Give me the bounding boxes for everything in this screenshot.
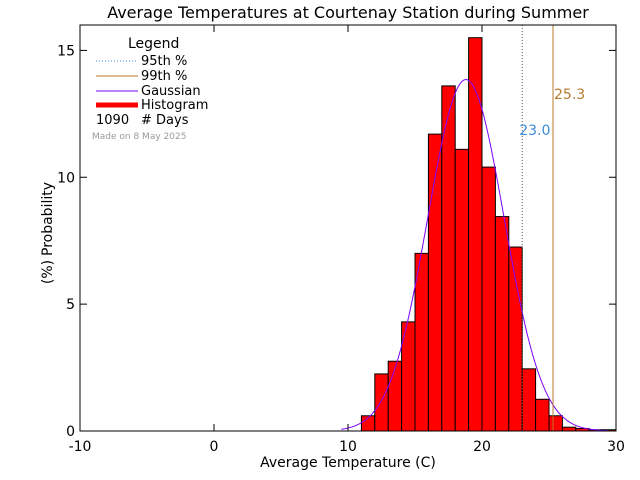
legend: Legend 95th % 99th % Gaussian Histogram …: [92, 36, 208, 142]
histogram-bar: [374, 373, 389, 432]
histogram-bar: [414, 252, 429, 432]
chart-title: Average Temperatures at Courtenay Statio…: [107, 3, 589, 22]
x-axis-ticks: -10 0 10 20 30: [69, 25, 625, 455]
histogram-bar: [454, 148, 470, 432]
histogram-bar: [561, 426, 577, 432]
legend-count-label: # Days: [141, 113, 189, 128]
histogram-bar: [494, 216, 510, 432]
y-tick-label: 15: [57, 43, 75, 59]
y-tick-label: 10: [57, 170, 75, 186]
x-tick-label: 30: [607, 439, 625, 455]
x-tick-label: 0: [210, 439, 219, 455]
x-tick-label: 10: [339, 439, 357, 455]
histogram-bar: [535, 398, 550, 432]
legend-p99-label: 99th %: [141, 69, 187, 84]
y-axis-ticks: 0 5 10 15: [57, 43, 616, 440]
histogram-bar: [387, 360, 403, 432]
histogram-bar: [548, 415, 563, 432]
histogram-bars: [360, 37, 617, 432]
y-tick-label: 5: [66, 297, 75, 313]
legend-title: Legend: [128, 36, 179, 52]
x-axis-label: Average Temperature (C): [260, 455, 436, 471]
y-axis-label-line2: (%): [40, 260, 56, 284]
histogram-bar: [508, 246, 523, 432]
plot-area: 23.0 25.3: [79, 24, 617, 432]
x-tick-label: -10: [69, 439, 92, 455]
histogram-bar: [441, 85, 456, 432]
y-axis-label-line1: Probability: [40, 182, 56, 256]
histogram-bar: [521, 368, 537, 432]
gaussian-curve: [341, 79, 608, 432]
legend-histogram-label: Histogram: [141, 98, 208, 113]
histogram-bar: [468, 37, 483, 432]
legend-gaussian-label: Gaussian: [141, 84, 201, 99]
legend-p95-label: 95th %: [141, 54, 187, 69]
x-tick-label: 20: [473, 439, 491, 455]
made-on-note: Made on 8 May 2025: [92, 132, 186, 142]
legend-count-value: 1090: [96, 113, 129, 128]
p99-label: 25.3: [554, 87, 585, 103]
y-tick-label: 0: [66, 424, 75, 440]
histogram-bar: [481, 166, 496, 432]
p95-label: 23.0: [519, 123, 550, 139]
